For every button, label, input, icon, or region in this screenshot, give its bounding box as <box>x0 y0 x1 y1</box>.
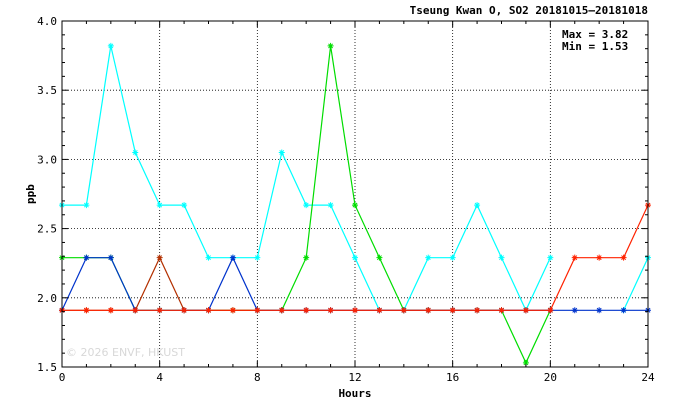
data-point <box>352 254 358 261</box>
y-axis-ticks: 1.5 2.0 2.5 3.0 3.5 4.0 <box>37 15 648 374</box>
data-point <box>596 307 603 314</box>
data-point <box>327 307 334 314</box>
x-tick-label: 24 <box>641 371 655 384</box>
data-point <box>229 254 236 261</box>
data-point <box>376 307 383 314</box>
data-point <box>303 307 310 314</box>
x-axis-label: Hours <box>338 387 371 400</box>
data-point <box>352 307 358 314</box>
data-point <box>425 254 432 261</box>
y-tick-label: 2.5 <box>37 223 57 236</box>
data-point <box>474 307 481 314</box>
data-point <box>522 307 529 314</box>
data-point <box>156 307 163 314</box>
data-point <box>254 307 261 314</box>
data-point <box>254 254 261 261</box>
data-point <box>449 254 456 261</box>
data-point <box>327 42 334 49</box>
data-point <box>107 254 114 261</box>
data-point <box>498 254 505 261</box>
grid-lines <box>62 21 648 367</box>
data-point <box>132 149 139 156</box>
data-point <box>522 359 529 366</box>
data-point <box>425 307 432 314</box>
data-point <box>229 307 236 314</box>
data-point <box>205 307 212 314</box>
data-point <box>547 307 554 314</box>
watermark: © 2026 ENVF, HKUST <box>66 346 185 359</box>
data-point <box>83 254 90 261</box>
data-point <box>547 254 554 261</box>
x-tick-label: 4 <box>156 371 163 384</box>
data-point <box>474 202 481 209</box>
data-point <box>107 307 114 314</box>
x-tick-label: 20 <box>544 371 557 384</box>
data-point <box>278 149 285 156</box>
y-tick-label: 3.5 <box>37 84 57 97</box>
y-tick-label: 1.5 <box>37 361 57 374</box>
max-stat: Max = 3.82 <box>562 28 628 41</box>
data-point <box>620 307 627 314</box>
y-axis-label: ppb <box>24 184 37 204</box>
chart-title: Tseung Kwan O, SO2 20181015—20181018 <box>410 4 648 17</box>
data-point <box>571 307 578 314</box>
series-line <box>623 257 649 311</box>
data-point <box>352 202 358 209</box>
x-axis-ticks: 0 4 8 12 16 20 24 <box>59 21 655 384</box>
y-tick-label: 2.0 <box>37 292 57 305</box>
data-point <box>400 307 407 314</box>
data-point <box>156 254 163 261</box>
series-line <box>62 256 551 311</box>
data-point <box>498 307 505 314</box>
data-point <box>571 254 578 261</box>
data-point <box>620 254 627 261</box>
y-tick-label: 3.0 <box>37 153 57 166</box>
x-tick-label: 8 <box>254 371 261 384</box>
series-line <box>61 256 648 311</box>
data-point <box>303 254 310 261</box>
data-point <box>181 307 188 314</box>
x-tick-label: 12 <box>348 371 361 384</box>
data-point <box>156 202 163 209</box>
data-point <box>83 307 90 314</box>
data-point <box>181 202 188 209</box>
data-point <box>596 254 603 261</box>
data-point <box>303 202 310 209</box>
series-1 <box>59 42 651 314</box>
data-point <box>132 307 139 314</box>
data-point <box>327 202 334 209</box>
series-lines <box>59 42 651 366</box>
data-point <box>107 42 114 49</box>
data-point <box>449 307 456 314</box>
series-line <box>62 45 551 312</box>
data-point <box>83 202 90 209</box>
data-point <box>278 307 285 314</box>
x-tick-label: 0 <box>59 371 66 384</box>
data-point <box>205 254 212 261</box>
x-tick-label: 16 <box>446 371 459 384</box>
y-tick-label: 4.0 <box>37 15 57 28</box>
data-point <box>376 254 383 261</box>
min-stat: Min = 1.53 <box>562 40 628 53</box>
